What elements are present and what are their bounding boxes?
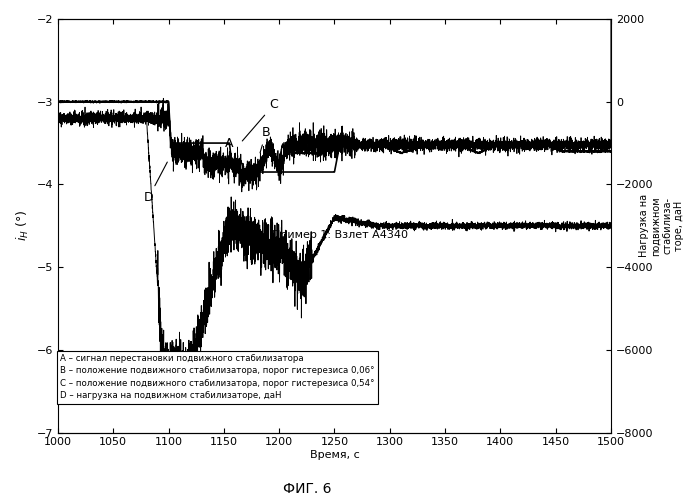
Text: B: B [260, 126, 271, 153]
Text: ФИГ. 6: ФИГ. 6 [283, 482, 332, 495]
Text: A: A [225, 137, 233, 158]
Text: Пример 1: Взлет А4340: Пример 1: Взлет А4340 [272, 230, 408, 240]
Text: D: D [144, 162, 167, 204]
Text: C: C [243, 99, 278, 141]
Y-axis label: Нагрузка на
подвижном
стабилиза-
торе, даН: Нагрузка на подвижном стабилиза- торе, д… [639, 194, 684, 257]
Text: A – сигнал перестановки подвижного стабилизатора
B – положение подвижного стабил: A – сигнал перестановки подвижного стаби… [60, 354, 375, 400]
Y-axis label: $i_H$ (°): $i_H$ (°) [15, 210, 31, 242]
X-axis label: Время, с: Время, с [310, 450, 359, 460]
